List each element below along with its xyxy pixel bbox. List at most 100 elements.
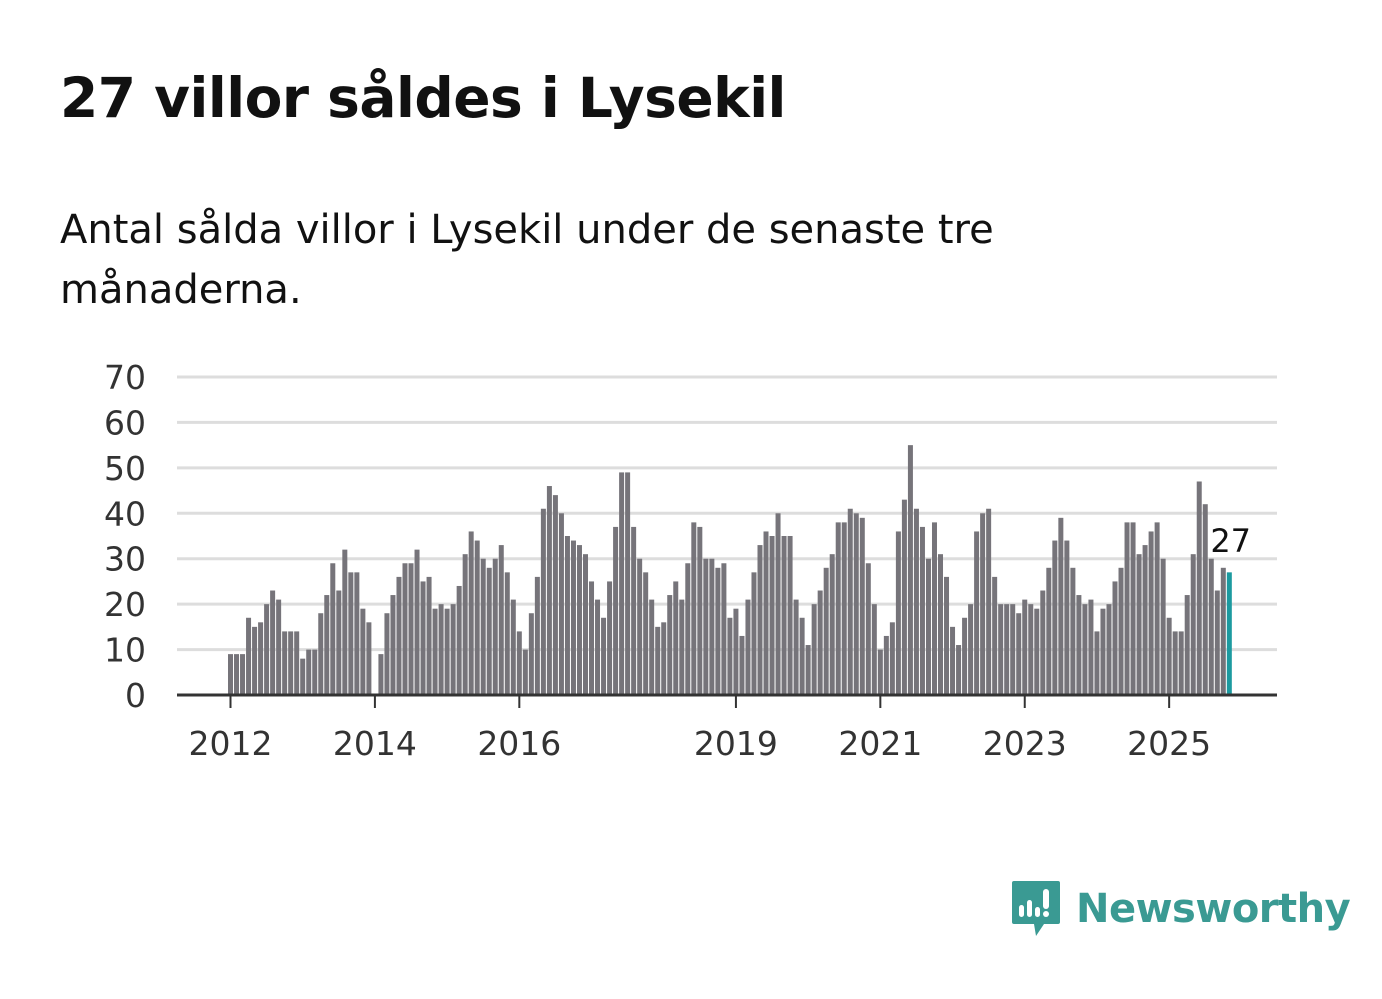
bar — [1076, 595, 1082, 695]
bar — [1100, 608, 1106, 695]
bar — [390, 595, 396, 695]
bar — [312, 649, 318, 695]
bar — [962, 617, 968, 695]
chart-title: 27 villor såldes i Lysekil — [60, 66, 786, 130]
bar — [480, 558, 486, 695]
bar — [1166, 617, 1172, 695]
bar — [444, 608, 450, 695]
bar — [486, 567, 492, 695]
bar — [931, 522, 937, 695]
bar — [1094, 631, 1100, 695]
bar — [378, 654, 384, 695]
bar — [318, 613, 324, 695]
bar — [1070, 567, 1076, 695]
bar — [498, 545, 504, 695]
bar — [228, 654, 233, 695]
bar — [1190, 554, 1196, 695]
bar — [1118, 567, 1124, 695]
bar — [697, 526, 703, 695]
bar — [474, 540, 480, 695]
bar — [661, 622, 667, 695]
y-tick-label: 20 — [104, 585, 146, 624]
bar — [1184, 595, 1190, 695]
y-tick-label: 0 — [125, 676, 146, 715]
bar — [528, 613, 534, 695]
bar — [1172, 631, 1178, 695]
bar — [1208, 558, 1214, 695]
bar — [956, 645, 962, 695]
y-tick-label: 40 — [104, 494, 146, 533]
bar — [402, 563, 408, 695]
bar — [763, 531, 769, 695]
bar — [625, 472, 631, 695]
x-tick-label: 2012 — [189, 724, 273, 763]
bar — [841, 522, 847, 695]
bar — [655, 626, 661, 695]
x-tick-label: 2021 — [838, 724, 922, 763]
bar — [691, 522, 697, 695]
bar — [558, 513, 564, 695]
bar — [817, 590, 823, 695]
bar — [715, 567, 721, 695]
bar — [306, 649, 312, 695]
bar — [348, 572, 354, 695]
bar — [522, 649, 528, 695]
bar — [300, 658, 306, 695]
bar — [679, 599, 685, 695]
bar — [1058, 517, 1064, 695]
bar — [1046, 567, 1052, 695]
bar — [1034, 608, 1040, 695]
bar — [883, 635, 889, 695]
bar — [252, 626, 258, 695]
bar — [1112, 581, 1118, 695]
bar — [1064, 540, 1070, 695]
bar — [1148, 531, 1154, 695]
bar — [775, 513, 781, 695]
bar — [516, 631, 522, 695]
bar — [462, 554, 468, 695]
bar — [396, 576, 402, 695]
bar — [240, 654, 246, 695]
bar — [564, 536, 570, 695]
bar — [1016, 613, 1022, 695]
bar — [919, 526, 925, 695]
bar — [787, 536, 793, 695]
bar — [733, 608, 739, 695]
bar — [877, 649, 883, 695]
bar — [583, 554, 589, 695]
annotations: 27 — [1207, 519, 1255, 564]
bar — [613, 526, 619, 695]
bar — [270, 590, 276, 695]
bar — [294, 631, 300, 695]
bar — [288, 631, 294, 695]
y-tick-label: 30 — [104, 540, 146, 579]
bar — [276, 599, 282, 695]
bar — [871, 604, 877, 695]
bar — [1052, 540, 1058, 695]
x-tick-label: 2014 — [333, 724, 417, 763]
bar — [576, 545, 582, 695]
bar — [336, 590, 342, 695]
y-tick-label: 70 — [104, 358, 146, 397]
bar — [781, 536, 787, 695]
newsworthy-logo: Newsworthy — [1010, 878, 1351, 940]
bar — [829, 554, 835, 695]
bar — [282, 631, 288, 695]
bar — [324, 595, 330, 695]
bar-chart: 0 10 20 30 40 50 60 70 2012 2014 2016 2019 2021 2023… — [104, 358, 1277, 763]
bar — [739, 635, 745, 695]
bar — [360, 608, 366, 695]
x-tick-label: 2025 — [1127, 724, 1211, 763]
bar — [1214, 590, 1220, 695]
bar — [859, 517, 865, 695]
bar — [745, 599, 751, 695]
x-tick-label: 2023 — [983, 724, 1067, 763]
bar — [468, 531, 474, 695]
bar — [456, 585, 462, 695]
bar — [432, 608, 438, 695]
bar — [925, 558, 931, 695]
bar — [1028, 604, 1034, 695]
bar — [619, 472, 625, 695]
bar — [354, 572, 360, 695]
bar — [992, 576, 998, 695]
